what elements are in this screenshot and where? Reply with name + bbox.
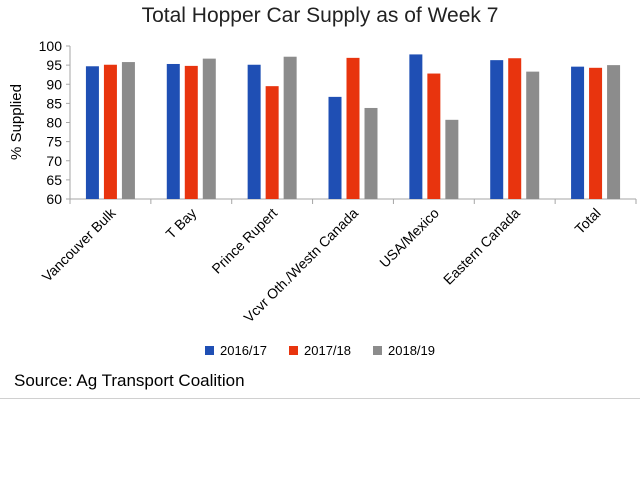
y-tick-label: 95 bbox=[46, 57, 62, 73]
bar bbox=[589, 67, 603, 200]
bar bbox=[526, 71, 540, 199]
x-tick-label: USA/Mexico bbox=[376, 205, 442, 271]
bar bbox=[490, 60, 504, 200]
y-tick-label: 60 bbox=[46, 191, 62, 207]
bar bbox=[445, 119, 459, 199]
bar bbox=[166, 63, 180, 199]
bar bbox=[427, 73, 441, 199]
legend-label: 2016/17 bbox=[220, 343, 267, 358]
bar bbox=[409, 54, 423, 199]
legend: 2016/17 2017/18 2018/19 bbox=[0, 343, 640, 358]
legend-swatch bbox=[205, 346, 214, 355]
y-tick-label: 70 bbox=[46, 153, 62, 169]
bar bbox=[346, 57, 360, 199]
x-tick-label: Total bbox=[571, 205, 603, 237]
legend-item: 2017/18 bbox=[289, 343, 351, 358]
bar bbox=[508, 58, 522, 199]
y-tick-label: 75 bbox=[46, 134, 62, 150]
bar bbox=[85, 66, 99, 200]
y-axis-label: % Supplied bbox=[8, 84, 25, 160]
bar-chart: % Supplied 60 65 70 75 80 85 90 95 100 Vancouver … bbox=[8, 38, 637, 325]
x-tick-label: T Bay bbox=[162, 205, 199, 242]
x-tick-label: Vancouver Bulk bbox=[39, 204, 120, 285]
y-tick-label: 85 bbox=[46, 95, 62, 111]
legend-label: 2017/18 bbox=[304, 343, 351, 358]
bar bbox=[247, 64, 261, 200]
bar bbox=[571, 66, 585, 199]
bar bbox=[103, 64, 117, 200]
bar bbox=[265, 86, 279, 199]
bar bbox=[283, 56, 297, 200]
bar bbox=[328, 96, 342, 199]
y-tick-label: 100 bbox=[39, 38, 63, 54]
y-tick-label: 65 bbox=[46, 172, 62, 188]
legend-swatch bbox=[373, 346, 382, 355]
source-note: Source: Ag Transport Coalition bbox=[14, 371, 245, 390]
bar bbox=[121, 62, 135, 199]
divider bbox=[0, 398, 640, 399]
legend-swatch bbox=[289, 346, 298, 355]
bar bbox=[607, 65, 621, 199]
legend-label: 2018/19 bbox=[388, 343, 435, 358]
legend-item: 2018/19 bbox=[373, 343, 435, 358]
x-tick-label: Prince Rupert bbox=[208, 205, 280, 277]
y-tick-label: 80 bbox=[46, 115, 62, 131]
y-tick-label: 90 bbox=[46, 76, 62, 92]
bar bbox=[184, 65, 198, 199]
bar bbox=[202, 58, 216, 200]
bar bbox=[364, 107, 378, 199]
legend-item: 2016/17 bbox=[205, 343, 267, 358]
chart-title: Total Hopper Car Supply as of Week 7 bbox=[141, 4, 499, 27]
x-tick-label: Eastern Canada bbox=[440, 205, 523, 288]
